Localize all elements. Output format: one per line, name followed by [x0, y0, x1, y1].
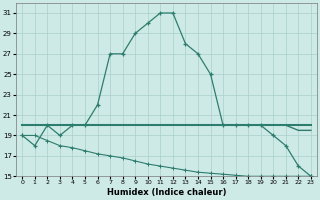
X-axis label: Humidex (Indice chaleur): Humidex (Indice chaleur): [107, 188, 226, 197]
